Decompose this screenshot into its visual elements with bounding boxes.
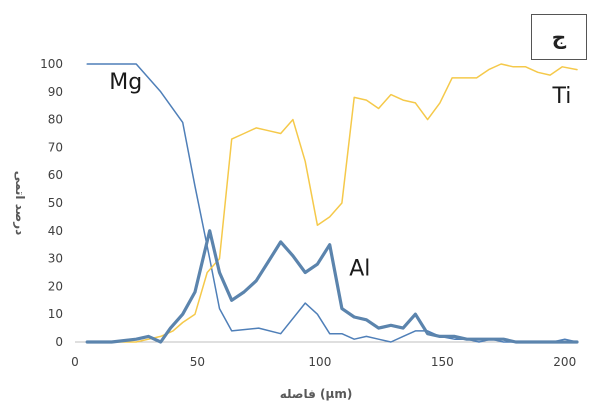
- series-label-mg: Mg: [109, 70, 142, 95]
- series-label-al: Al: [349, 256, 370, 281]
- y-tick-label: 20: [48, 279, 63, 293]
- x-tick-label: 200: [553, 355, 576, 369]
- x-tick-label: 50: [190, 355, 205, 369]
- y-tick-label: 0: [55, 335, 63, 349]
- y-tick-label: 50: [48, 196, 63, 210]
- series-line-mg: [86, 63, 578, 343]
- x-axis-title: فاصله (µm): [280, 387, 353, 401]
- panel-label: ج: [531, 14, 587, 60]
- x-tick-label: 150: [431, 355, 454, 369]
- y-axis-title: درصد اتمی: [13, 171, 27, 236]
- y-tick-label: 60: [48, 168, 63, 182]
- y-tick-label: 90: [48, 85, 63, 99]
- series-line-ti: [86, 63, 578, 343]
- y-tick-label: 70: [48, 140, 63, 154]
- x-tick-label: 0: [71, 355, 79, 369]
- series-line-al: [85, 229, 579, 344]
- x-tick-label: 100: [308, 355, 331, 369]
- y-tick-label: 30: [48, 252, 63, 266]
- y-tick-label: 10: [48, 307, 63, 321]
- y-tick-label: 100: [40, 57, 63, 71]
- y-tick-label: 40: [48, 224, 63, 238]
- y-tick-label: 80: [48, 113, 63, 127]
- series-label-ti: Ti: [552, 84, 572, 109]
